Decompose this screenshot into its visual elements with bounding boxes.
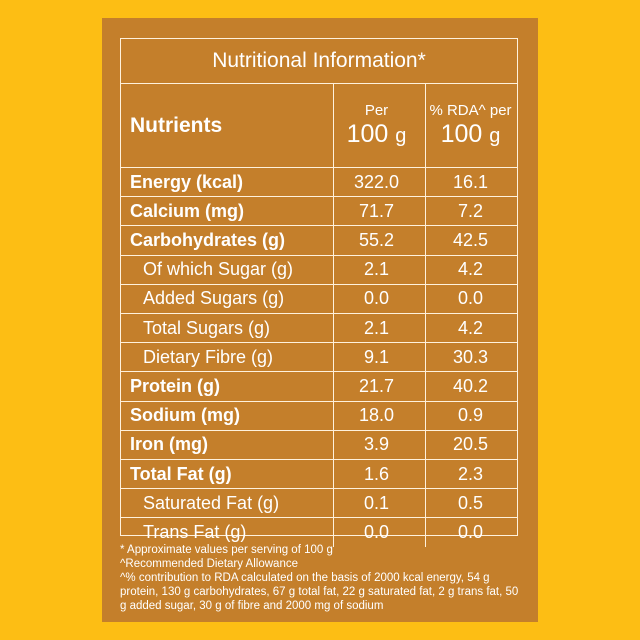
rda-value: 100 g — [440, 119, 501, 148]
footnote-line: ^Recommended Dietary Allowance — [120, 558, 298, 570]
footnote-line: ^% contribution to RDA calculated on the… — [120, 572, 519, 612]
table-row: Total Fat (g) 1.6 2.3 — [121, 459, 517, 489]
rda-value: 16.1 — [425, 168, 517, 197]
per-100g-value: 71.7 — [333, 197, 425, 226]
rda-value: 20.5 — [425, 430, 517, 459]
rda-value: 4.2 — [425, 255, 517, 284]
rda-value: 0.0 — [425, 518, 517, 547]
per-value: 100 g — [346, 119, 407, 148]
table-row: Total Sugars (g) 2.1 4.2 — [121, 313, 517, 343]
nutrient-name: Of which Sugar (g) — [143, 259, 294, 280]
nutrient-name: Added Sugars (g) — [143, 288, 285, 309]
rda-value: 0.5 — [425, 489, 517, 518]
nutrient-name: Energy (kcal) — [130, 171, 244, 192]
rda-header: % RDA^ per 100 g — [425, 84, 517, 167]
nutrient-name: Total Fat (g) — [130, 463, 232, 484]
table-title-row: Nutritional Information* — [121, 39, 517, 83]
per-100g-value: 322.0 — [333, 168, 425, 197]
nutrient-name: Sodium (mg) — [130, 405, 240, 426]
table-row: Energy (kcal) 322.0 16.1 — [121, 167, 517, 197]
per-100g-value: 21.7 — [333, 372, 425, 401]
per-100g-value: 1.6 — [333, 460, 425, 489]
per-100g-value: 2.1 — [333, 255, 425, 284]
table-title: Nutritional Information* — [212, 49, 426, 72]
rda-value: 4.2 — [425, 314, 517, 343]
nutrients-header: Nutrients — [130, 113, 223, 137]
nutrition-label-card: Nutritional Information* Nutrients Per 1… — [102, 18, 538, 622]
table-row: Trans Fat (g) 0.0 0.0 — [121, 517, 517, 547]
footnotes: * Approximate values per serving of 100 … — [120, 543, 520, 613]
table-row: Protein (g) 21.7 40.2 — [121, 371, 517, 401]
per-100g-header: Per 100 g — [333, 84, 425, 167]
rda-value: 0.0 — [425, 284, 517, 313]
rda-value: 2.3 — [425, 460, 517, 489]
footnote-line: * Approximate values per serving of 100 … — [120, 544, 333, 556]
per-100g-value: 3.9 — [333, 430, 425, 459]
per-100g-value: 0.0 — [333, 518, 425, 547]
nutrient-name: Trans Fat (g) — [143, 521, 247, 542]
nutrient-name: Carbohydrates (g) — [130, 229, 286, 250]
per-100g-value: 18.0 — [333, 401, 425, 430]
nutrition-table: Nutritional Information* Nutrients Per 1… — [120, 38, 518, 547]
table-row: Sodium (mg) 18.0 0.9 — [121, 400, 517, 430]
nutrient-name: Saturated Fat (g) — [143, 492, 280, 513]
nutrient-name: Calcium (mg) — [130, 200, 245, 221]
rda-value: 42.5 — [425, 226, 517, 255]
table-row: Added Sugars (g) 0.0 0.0 — [121, 283, 517, 313]
table-row: Saturated Fat (g) 0.1 0.5 — [121, 488, 517, 518]
nutrient-name: Iron (mg) — [130, 434, 208, 455]
per-100g-value: 55.2 — [333, 226, 425, 255]
per-100g-value: 0.1 — [333, 489, 425, 518]
rda-label: % RDA^ per — [429, 101, 512, 119]
nutrient-name: Dietary Fibre (g) — [143, 346, 274, 367]
per-100g-value: 9.1 — [333, 343, 425, 372]
table-row: Of which Sugar (g) 2.1 4.2 — [121, 254, 517, 284]
per-100g-value: 2.1 — [333, 314, 425, 343]
rda-value: 40.2 — [425, 372, 517, 401]
table-header-row: Nutrients Per 100 g % RDA^ per 100 g — [121, 83, 517, 167]
rda-value: 0.9 — [425, 401, 517, 430]
per-100g-value: 0.0 — [333, 284, 425, 313]
table-row: Iron (mg) 3.9 20.5 — [121, 429, 517, 459]
per-label: Per — [364, 101, 389, 119]
nutrient-name: Protein (g) — [130, 375, 220, 396]
rda-value: 30.3 — [425, 343, 517, 372]
nutrient-name: Total Sugars (g) — [143, 317, 271, 338]
rda-value: 7.2 — [425, 197, 517, 226]
table-row: Calcium (mg) 71.7 7.2 — [121, 196, 517, 226]
table-row: Dietary Fibre (g) 9.1 30.3 — [121, 342, 517, 372]
table-row: Carbohydrates (g) 55.2 42.5 — [121, 225, 517, 255]
